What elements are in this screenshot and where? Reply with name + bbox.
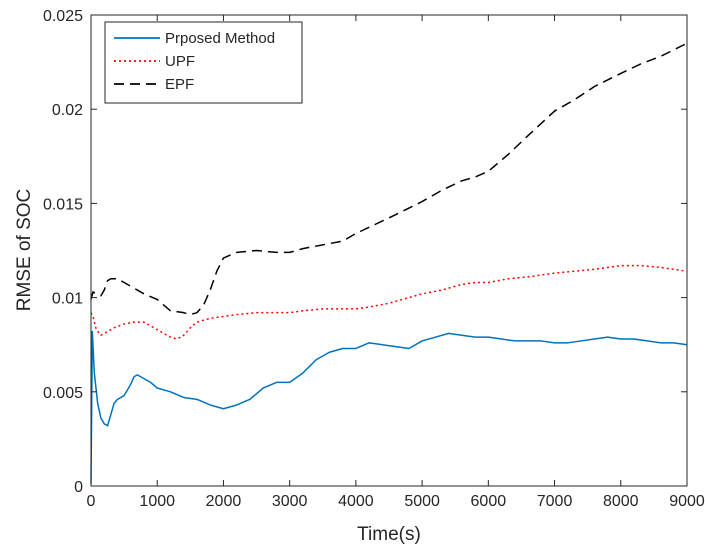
y-tick-label: 0.025 (43, 8, 83, 25)
legend-label-upf: UPF (165, 53, 195, 70)
x-tick-label: 5000 (404, 493, 440, 510)
x-axis-label: Time(s) (357, 524, 421, 544)
series-line-prposed-method (90, 330, 688, 485)
x-tick-label: 6000 (471, 493, 507, 510)
y-tick-label: 0 (74, 479, 83, 496)
series-line-epf (90, 42, 688, 316)
x-tick-label: 9000 (669, 493, 705, 510)
series-line-upf (90, 264, 688, 340)
x-tick-label: 1000 (139, 493, 175, 510)
legend: Prposed Method UPF EPF (104, 21, 303, 104)
legend-box (104, 21, 303, 104)
y-axis-label: RMSE of SOC (14, 189, 35, 311)
series-layer (90, 42, 688, 485)
x-tick-label: 7000 (537, 493, 573, 510)
y-tick-label: 0.015 (43, 196, 83, 213)
legend-label-epf: EPF (165, 76, 194, 93)
x-tick-label: 8000 (603, 493, 639, 510)
plot-frame (90, 14, 688, 487)
x-tick-label: 3000 (272, 493, 308, 510)
x-tick-label: 0 (87, 493, 96, 510)
y-tick-label: 0.005 (43, 385, 83, 402)
ticks-layer: 0 1000 2000 3000 4000 5000 6000 7000 8000 9000 0 0.… (43, 8, 705, 510)
legend-label-proposed: Prposed Method (165, 30, 275, 47)
y-tick-label: 0.02 (52, 102, 83, 119)
x-tick-label: 4000 (338, 493, 374, 510)
x-tick-label: 2000 (206, 493, 242, 510)
y-tick-label: 0.01 (52, 291, 83, 308)
